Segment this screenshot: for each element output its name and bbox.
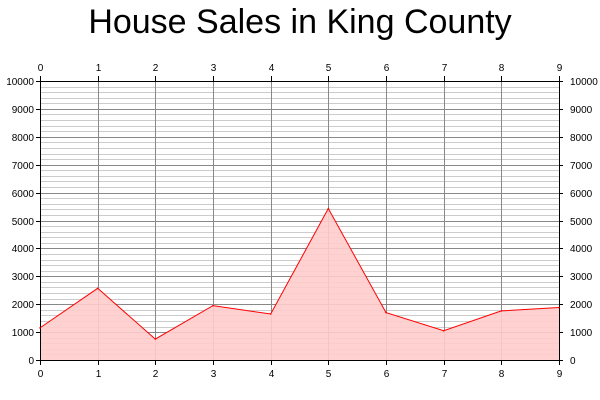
y-tick-label-right: 8000 xyxy=(570,133,593,144)
y-axis-left: 0 1000 2000 3000 4000 5000 6000 7000 8000 9000 100… xyxy=(6,77,40,367)
y-tick-label-left: 10000 xyxy=(6,77,34,88)
series-area-fill xyxy=(40,208,559,360)
y-tick-label-left: 4000 xyxy=(12,244,35,255)
data-point xyxy=(558,306,560,309)
y-tick-label-left: 6000 xyxy=(12,189,35,200)
x-tick-label-top: 5 xyxy=(326,63,332,74)
x-tick-label-bottom: 7 xyxy=(442,369,448,380)
x-tick-label-top: 8 xyxy=(499,63,505,74)
x-tick-label-top: 4 xyxy=(269,63,275,74)
y-tick-label-left: 5000 xyxy=(12,217,35,228)
y-tick-label-left: 7000 xyxy=(12,161,35,172)
x-tick-label-bottom: 0 xyxy=(38,369,44,380)
y-tick-label-right: 5000 xyxy=(570,217,593,228)
x-axis-top: 0 1 2 3 4 5 6 7 8 9 xyxy=(38,63,563,81)
data-point xyxy=(500,310,503,312)
x-tick-label-top: 1 xyxy=(96,63,102,74)
data-point xyxy=(96,287,99,290)
y-tick-label-right: 6000 xyxy=(570,189,593,200)
x-axis-bottom: 0 1 2 3 4 5 6 7 8 9 xyxy=(38,360,563,380)
x-tick-label-top: 6 xyxy=(384,63,390,74)
data-point xyxy=(154,338,157,340)
data-point xyxy=(269,313,272,315)
y-tick-label-left: 1000 xyxy=(12,328,35,339)
data-point xyxy=(39,327,41,329)
y-axis-right: 0 1000 2000 3000 4000 5000 6000 7000 8000 9000 100… xyxy=(559,77,598,367)
data-point xyxy=(442,329,445,332)
x-tick-label-bottom: 6 xyxy=(384,369,390,380)
y-tick-label-right: 4000 xyxy=(570,244,593,255)
data-point xyxy=(212,304,214,307)
x-tick-label-bottom: 1 xyxy=(96,369,102,380)
x-tick-label-top: 3 xyxy=(211,63,217,74)
x-tick-label-bottom: 5 xyxy=(326,369,332,380)
y-tick-label-left: 8000 xyxy=(12,133,35,144)
series-line xyxy=(39,207,560,340)
x-tick-label-bottom: 8 xyxy=(499,369,505,380)
y-tick-label-right: 9000 xyxy=(570,105,593,116)
x-tick-label-bottom: 3 xyxy=(211,369,217,380)
y-tick-label-left: 3000 xyxy=(12,272,35,283)
chart-title: House Sales in King County xyxy=(88,3,512,41)
y-tick-label-right: 10000 xyxy=(570,77,598,88)
data-point xyxy=(385,311,387,314)
x-tick-label-bottom: 2 xyxy=(153,369,159,380)
y-tick-label-left: 0 xyxy=(28,356,34,367)
y-tick-label-left: 9000 xyxy=(12,105,35,116)
data-points xyxy=(39,207,560,340)
y-tick-label-right: 3000 xyxy=(570,272,593,283)
y-tick-label-right: 7000 xyxy=(570,161,593,172)
x-tick-label-bottom: 9 xyxy=(557,369,563,380)
x-tick-label-top: 7 xyxy=(442,63,448,74)
x-tick-label-bottom: 4 xyxy=(269,369,275,380)
y-tick-label-left: 2000 xyxy=(12,300,35,311)
x-tick-label-top: 2 xyxy=(153,63,159,74)
y-tick-label-right: 2000 xyxy=(570,300,593,311)
y-tick-label-right: 1000 xyxy=(570,328,593,339)
y-tick-label-right: 0 xyxy=(570,356,576,367)
x-tick-label-top: 9 xyxy=(557,63,563,74)
data-point xyxy=(327,207,330,210)
x-tick-label-top: 0 xyxy=(38,63,44,74)
